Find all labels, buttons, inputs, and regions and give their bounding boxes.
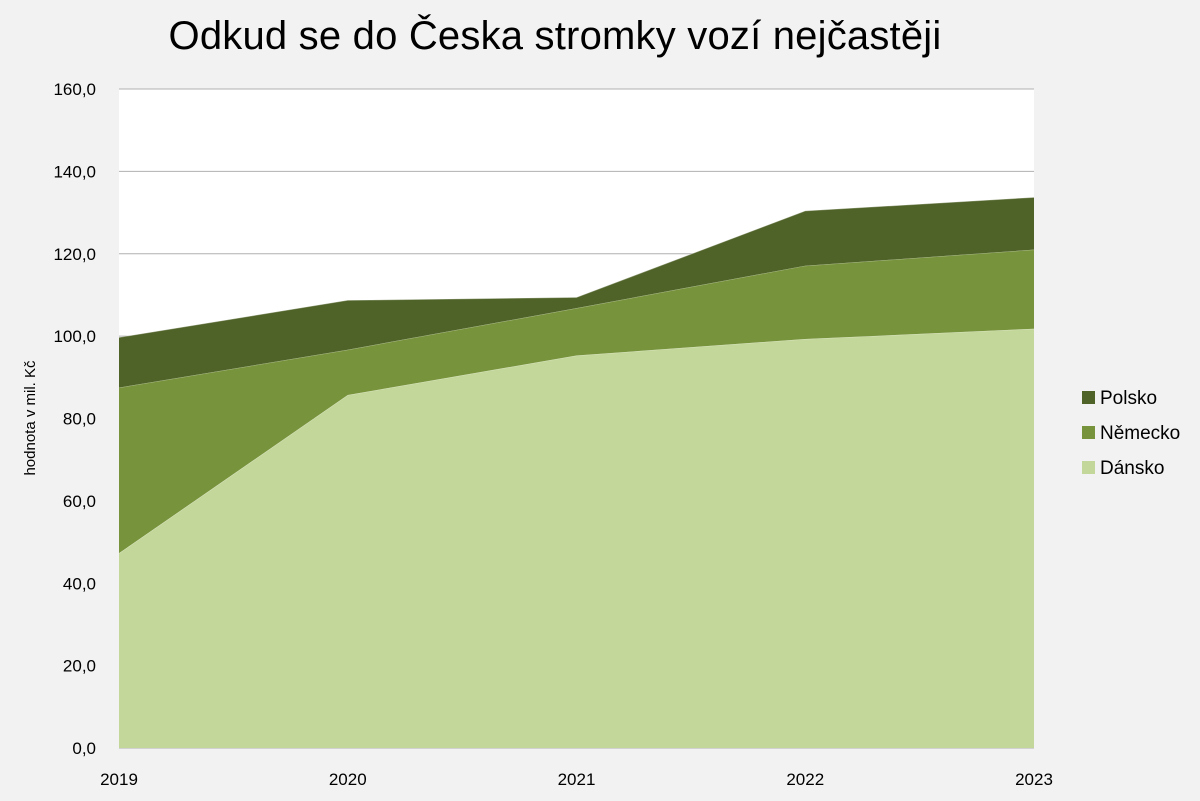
area-dánsko — [119, 328, 1034, 748]
legend-label: Německo — [1100, 423, 1180, 444]
y-axis-title: hodnota v mil. Kč — [22, 360, 39, 476]
y-tick-label: 60,0 — [63, 492, 96, 511]
area-edge — [118, 196, 1035, 338]
area-series — [118, 196, 1035, 748]
y-tick-label: 0,0 — [72, 739, 96, 758]
x-tick-label: 2020 — [329, 770, 367, 789]
y-tick-label: 80,0 — [63, 410, 96, 429]
x-tick-label: 2021 — [558, 770, 596, 789]
y-tick-label: 160,0 — [53, 80, 96, 99]
legend-swatch — [1082, 426, 1095, 439]
legend-label: Dánsko — [1100, 458, 1164, 479]
y-tick-label: 20,0 — [63, 657, 96, 676]
area-německo — [119, 249, 1034, 554]
chart-title: Odkud se do Česka stromky vozí nejčastěj… — [168, 14, 942, 58]
legend-label: Polsko — [1100, 388, 1157, 409]
x-tick-label: 2022 — [786, 770, 824, 789]
legend: Polsko Německo Dánsko — [1082, 388, 1180, 479]
x-tick-label: 2023 — [1015, 770, 1053, 789]
y-tick-label: 40,0 — [63, 574, 96, 593]
y-tick-label: 120,0 — [53, 245, 96, 264]
area-polsko — [119, 197, 1034, 388]
y-tick-label: 140,0 — [53, 162, 96, 181]
x-axis-ticks: 2019 2020 2021 2022 2023 — [100, 770, 1053, 789]
legend-swatch — [1082, 461, 1095, 474]
legend-swatch — [1082, 391, 1095, 404]
y-axis-ticks: 0,0 20,0 40,0 60,0 80,0 100,0 120,0 140,0 160,0 — [53, 80, 96, 758]
y-tick-label: 100,0 — [53, 327, 96, 346]
x-tick-label: 2019 — [100, 770, 138, 789]
